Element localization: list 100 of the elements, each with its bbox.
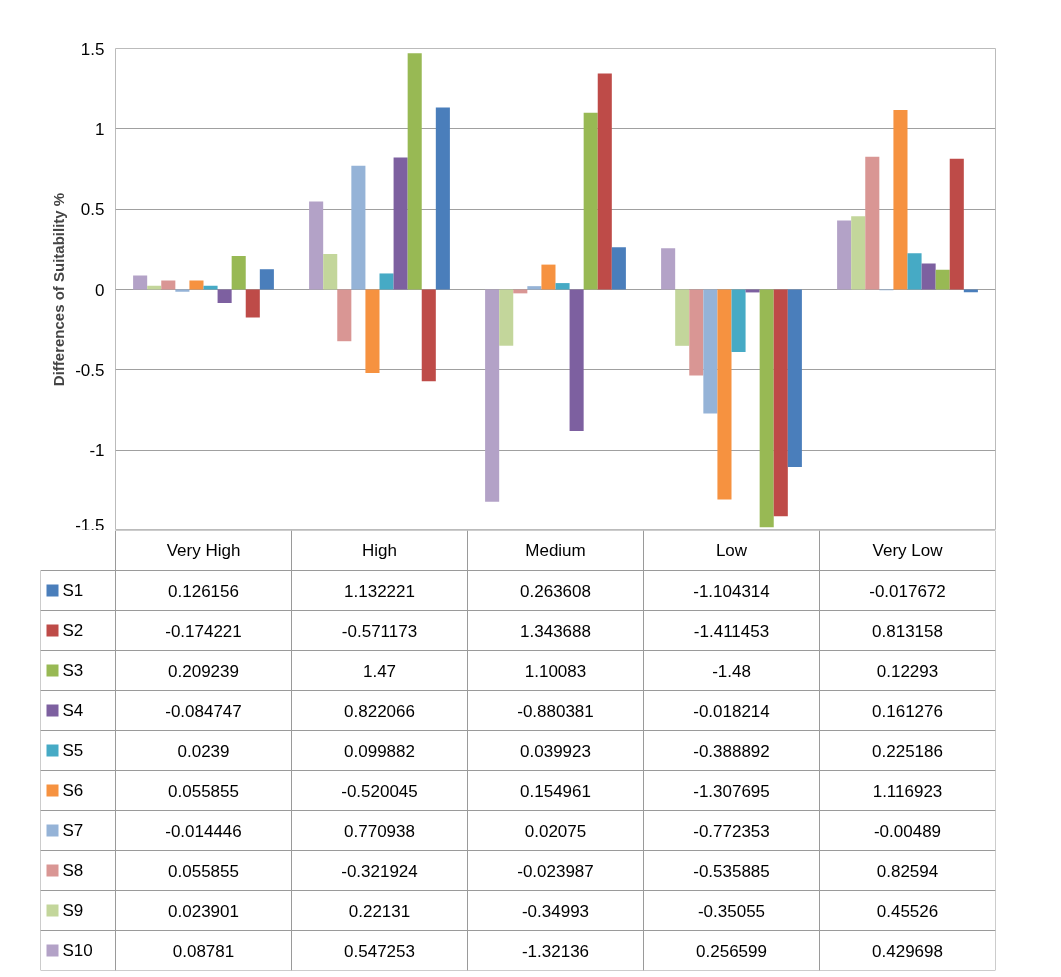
x-tick-label: Medium: [525, 541, 586, 560]
data-label: 0.82594: [876, 861, 939, 881]
bar: [583, 112, 598, 290]
data-label: 0.126156: [168, 581, 239, 601]
legend-label: S5: [62, 741, 84, 760]
data-label: 1.343688: [520, 621, 591, 641]
data-label: -0.023987: [517, 861, 594, 881]
data-label: -0.535885: [693, 861, 770, 881]
data-label: -0.772353: [693, 821, 770, 841]
bar: [837, 220, 852, 290]
bar: [245, 289, 260, 318]
bar: [365, 289, 380, 374]
data-label: -0.321924: [341, 861, 418, 881]
x-tick-label: High: [362, 541, 397, 560]
data-label: -1.48: [712, 661, 751, 681]
data-label: 0.055855: [168, 861, 239, 881]
data-label: 0.02075: [524, 821, 587, 841]
bar: [851, 216, 866, 290]
data-label: 0.822066: [344, 701, 415, 721]
bar: [421, 289, 436, 382]
legend-label: S7: [62, 821, 84, 840]
data-label: -0.388892: [693, 741, 770, 761]
legend-label: S4: [62, 701, 84, 720]
legend-label: S6: [62, 781, 84, 800]
data-label: -0.084747: [165, 701, 242, 721]
data-label: 0.161276: [872, 701, 943, 721]
y-tick-label: -1.5: [75, 515, 105, 535]
y-tick-label: 0.5: [80, 200, 105, 220]
data-label: 1.132221: [344, 581, 415, 601]
data-label: 1.47: [362, 661, 397, 681]
bar: [379, 273, 394, 290]
data-label: -1.32136: [521, 941, 590, 961]
bar: [555, 283, 570, 290]
bar: [611, 247, 626, 290]
bar: [893, 110, 908, 290]
x-tick-label: Very Low: [872, 541, 944, 560]
bar: [907, 253, 922, 290]
data-label: 0.263608: [520, 581, 591, 601]
legend-label: S2: [62, 621, 84, 640]
data-label: 0.22131: [348, 901, 411, 921]
bar: [217, 289, 232, 304]
bar: [161, 280, 176, 290]
data-label: 1.10083: [524, 661, 587, 681]
data-label: -0.880381: [517, 701, 594, 721]
data-label: -0.571173: [341, 621, 418, 641]
data-label: 0.770938: [344, 821, 415, 841]
bar: [773, 289, 788, 517]
data-label: 0.154961: [520, 781, 591, 801]
bar: [337, 289, 352, 342]
y-tick-label: -1: [89, 441, 105, 461]
data-label: -0.018214: [693, 701, 770, 721]
y-tick-label: 1.5: [80, 39, 105, 59]
data-label: 1.116923: [872, 781, 943, 801]
bar: [485, 289, 500, 502]
bar: [259, 269, 274, 290]
data-label: 0.429698: [872, 941, 943, 961]
bar: [147, 285, 162, 290]
data-label: -0.520045: [341, 781, 418, 801]
data-label: -0.017672: [869, 581, 946, 601]
bar: [569, 289, 584, 431]
data-label: 0.209239: [168, 661, 239, 681]
legend-label: S3: [62, 661, 84, 680]
data-label: 0.225186: [872, 741, 943, 761]
data-label: 0.099882: [344, 741, 415, 761]
bar: [527, 286, 542, 290]
data-label: 0.12293: [876, 661, 939, 681]
bar: [717, 289, 732, 500]
data-label: 0.039923: [520, 741, 591, 761]
y-tick-label: -0.5: [75, 360, 105, 380]
legend-label: S9: [62, 901, 84, 920]
bar: [731, 289, 746, 352]
bar: [203, 285, 218, 290]
bar: [323, 253, 338, 290]
y-tick-label: 1: [95, 119, 105, 139]
bar: [759, 289, 774, 528]
data-label: 0.055855: [168, 781, 239, 801]
bar: [231, 255, 246, 290]
data-label: -0.00489: [873, 821, 942, 841]
bar: [189, 280, 204, 290]
bar: [921, 263, 936, 290]
data-label: -1.104314: [693, 581, 770, 601]
data-label: -0.34993: [521, 901, 590, 921]
data-label: -0.014446: [165, 821, 242, 841]
data-label: 0.023901: [168, 901, 239, 921]
y-tick-label: 0: [95, 280, 105, 300]
x-tick-label: Low: [715, 541, 748, 560]
bar: [703, 289, 718, 414]
bar: [351, 165, 366, 290]
data-label: 0.0239: [177, 741, 230, 761]
data-label: 0.08781: [172, 941, 235, 961]
bar: [435, 107, 450, 290]
legend-label: S1: [62, 581, 84, 600]
bar: [407, 53, 422, 290]
bar: [865, 156, 880, 290]
data-label: -0.35055: [697, 901, 766, 921]
bar: [935, 269, 950, 290]
y-axis-title: Differences of Suitability %: [50, 192, 68, 387]
bar: [499, 289, 514, 346]
data-label: 0.547253: [344, 941, 415, 961]
bar: [309, 201, 324, 290]
